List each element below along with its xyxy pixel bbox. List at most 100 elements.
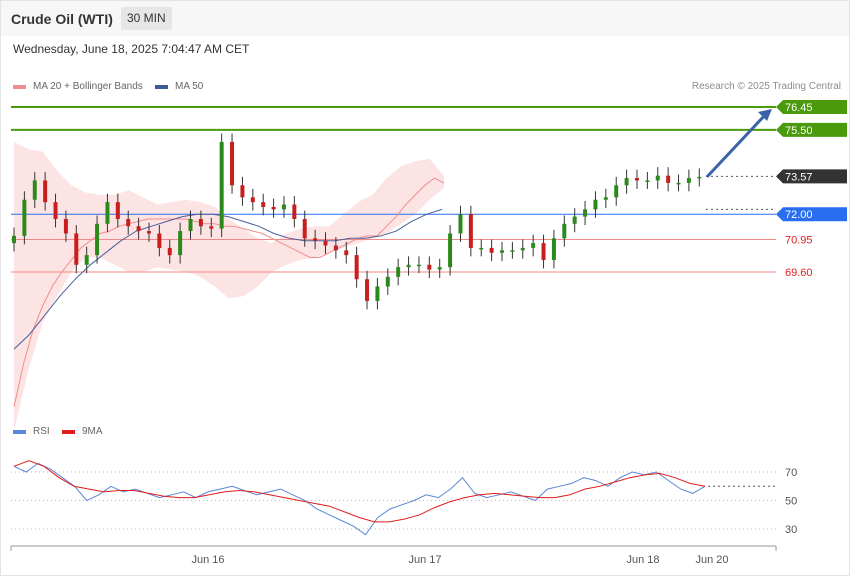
candle-body [126, 219, 131, 227]
candle-body [157, 233, 162, 248]
level-tag-72.00 [776, 207, 847, 222]
legend-9ma: 9MA [62, 426, 103, 437]
legend-rsi-label: RSI [33, 426, 50, 437]
target-arrow-shaft [705, 112, 768, 178]
candle-body [458, 214, 463, 234]
candle [354, 246, 359, 288]
chart-date: Wednesday, June 18, 2025 7:04:47 AM CET [13, 42, 250, 56]
candle-body [188, 219, 193, 232]
candle [230, 133, 235, 194]
candle [385, 268, 390, 295]
candle-body [115, 202, 120, 220]
candle [157, 225, 162, 257]
candle-body [344, 250, 349, 256]
candle-body [396, 267, 401, 277]
candle [427, 256, 432, 279]
candle-body [22, 199, 27, 236]
candle [603, 188, 608, 209]
candle [105, 193, 110, 233]
candle [198, 210, 203, 235]
candle [583, 200, 588, 226]
candle-body [406, 264, 411, 268]
candle [219, 133, 224, 238]
candle-body [572, 216, 577, 224]
ma50-line [13, 208, 443, 350]
candle-body [74, 233, 79, 265]
candle-body [365, 279, 370, 301]
rsi-ma-line [13, 460, 706, 523]
candle-body [292, 204, 297, 220]
candle [531, 234, 536, 257]
candle-body [624, 178, 629, 186]
candle-body [416, 264, 421, 267]
candle-body [198, 219, 203, 227]
rsi-tick-30: 30 [785, 524, 797, 536]
level-label-76.45: 76.45 [785, 102, 813, 114]
candle-body [53, 202, 58, 220]
candle-body [583, 209, 588, 217]
candle-body [603, 197, 608, 200]
candle [396, 258, 401, 286]
candle-body [84, 255, 89, 265]
candle-body [375, 286, 380, 301]
candle-body [551, 238, 556, 260]
candle [12, 227, 16, 252]
candle-body [136, 226, 141, 232]
candle [406, 256, 411, 276]
legend-ma50: MA 50 [155, 81, 203, 92]
candle-body [634, 178, 639, 181]
rsi-tick-50: 50 [785, 496, 797, 508]
candle [250, 188, 255, 211]
candle [167, 239, 172, 264]
candle [323, 232, 328, 254]
candle-body [12, 235, 16, 244]
candle [281, 196, 286, 218]
candle-body [209, 226, 214, 229]
bollinger-band [14, 141, 444, 431]
candle-body [500, 250, 505, 253]
candle-body [468, 214, 473, 248]
candle [333, 237, 338, 259]
candle-body [250, 197, 255, 203]
candle-body [32, 180, 37, 200]
candle [53, 193, 58, 228]
candle-body [63, 219, 68, 234]
candle-body [219, 141, 224, 229]
candle-body [146, 231, 151, 234]
candle-body [261, 202, 266, 207]
legend-rsi: RSI [13, 426, 50, 437]
candle [614, 176, 619, 206]
x-tick-label: Jun 17 [408, 554, 441, 566]
candle [437, 258, 442, 279]
level-label-75.50: 75.50 [785, 125, 813, 137]
rsi-ma-swatch [62, 429, 75, 434]
candle [697, 168, 702, 187]
candle [209, 217, 214, 238]
rsi-tick-70: 70 [785, 467, 797, 479]
x-tick-label: Jun 20 [695, 554, 728, 566]
candle [666, 167, 671, 192]
ma20-line [13, 177, 445, 408]
candle-body [230, 141, 235, 186]
candle-body [105, 202, 110, 224]
candle-body [385, 276, 390, 287]
timeframe-badge[interactable]: 30 MIN [121, 7, 172, 30]
candle [271, 198, 276, 218]
level-tag-76.45 [776, 100, 847, 114]
rsi-swatch [13, 429, 26, 434]
candle [22, 191, 27, 245]
candle-body [333, 245, 338, 251]
credit-text: Research © 2025 Trading Central [691, 81, 841, 92]
candle-body [541, 243, 546, 260]
candle-body [655, 175, 660, 181]
legend-9ma-label: 9MA [82, 426, 103, 437]
target-arrow-head [758, 109, 772, 121]
candle-body [323, 240, 328, 246]
candle-body [448, 233, 453, 268]
candle-body [271, 206, 276, 210]
candle [593, 191, 598, 218]
legend-ma20: MA 20 + Bollinger Bands [13, 81, 143, 92]
candle [520, 239, 525, 259]
candle-body [479, 247, 484, 250]
